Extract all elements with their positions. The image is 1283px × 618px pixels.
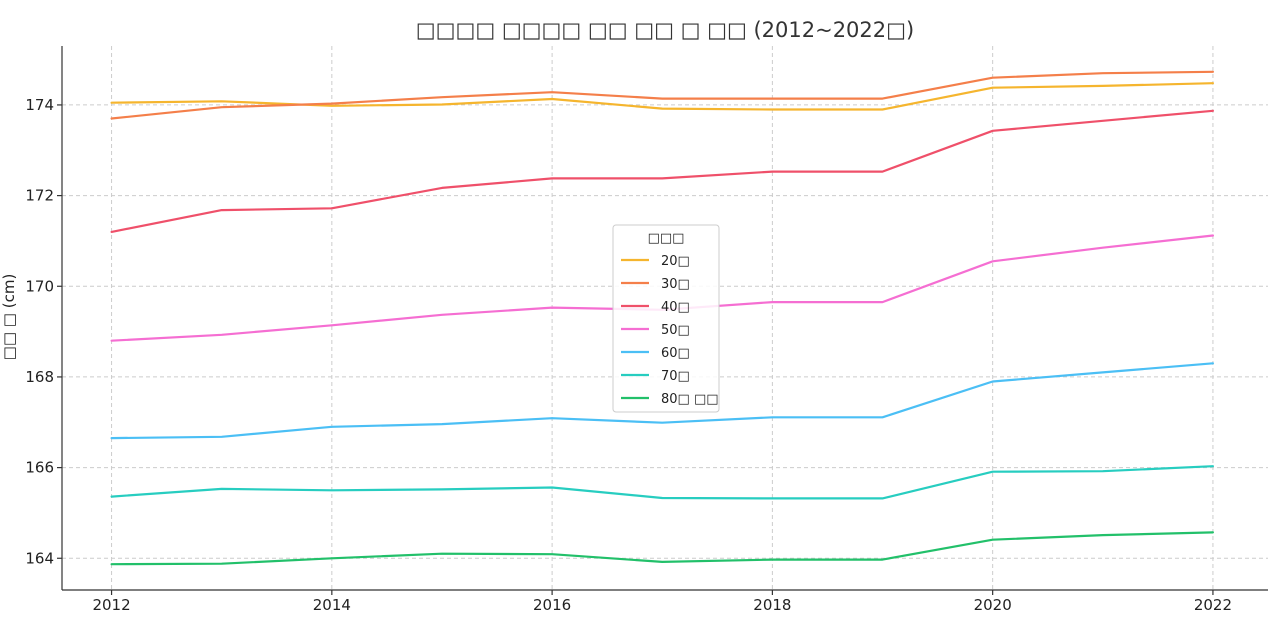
legend-label: 80□ □□ (661, 392, 719, 407)
series-lines (110, 70, 1215, 566)
legend-title: □□□ (648, 231, 685, 246)
chart-title: □□□□ □□□□ □□ □□ □ □□ (2012~2022□) (416, 18, 914, 42)
series-line-2 (110, 70, 1215, 120)
series-line-5 (110, 362, 1215, 440)
y-tick-label: 170 (25, 277, 54, 295)
series-line-7 (110, 531, 1215, 566)
legend-label: 30□ (661, 277, 690, 292)
y-tick-label: 164 (25, 549, 54, 567)
y-tick-label: 166 (25, 459, 54, 477)
series-line-6 (110, 465, 1215, 500)
series-line-3 (110, 109, 1215, 233)
y-axis-label: □□ □ (cm) (0, 274, 18, 361)
y-tick-label: 168 (25, 368, 54, 386)
legend-label: 50□ (661, 323, 690, 338)
axes: 2012 2014 2016 2018 2020 2022 164 166 168 170 172 1… (25, 46, 1268, 614)
x-tick-label: 2022 (1194, 596, 1232, 614)
legend-label: 60□ (661, 346, 690, 361)
legend: □□□ 20□ 30□ 40□ 50□ 60□ 70□ 80□ □□ (612, 224, 720, 413)
legend-label: 40□ (661, 300, 690, 315)
legend-label: 70□ (661, 369, 690, 384)
legend-label: 20□ (661, 254, 690, 269)
x-tick-label: 2016 (533, 596, 571, 614)
x-tick-label: 2012 (92, 596, 130, 614)
y-tick-label: 174 (25, 96, 54, 114)
x-tick-label: 2014 (313, 596, 351, 614)
x-tick-label: 2018 (753, 596, 791, 614)
legend-box (612, 224, 720, 413)
x-tick-label: 2020 (974, 596, 1012, 614)
y-tick-label: 172 (25, 187, 54, 205)
